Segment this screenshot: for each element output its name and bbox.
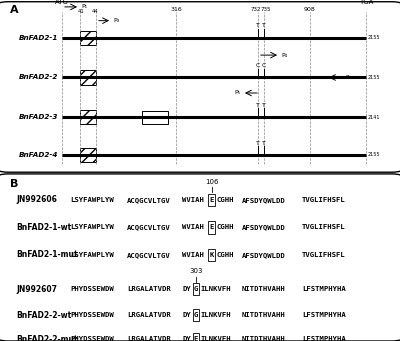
Text: E: E [210,224,214,231]
Text: 303: 303 [189,268,203,274]
Text: CGHH: CGHH [216,197,234,203]
Text: CGHH: CGHH [216,224,234,231]
Text: ACQGCVLTGV: ACQGCVLTGV [127,197,170,203]
Bar [192,283,200,295]
Text: BnFAD2-2-mut: BnFAD2-2-mut [16,335,78,341]
Text: A: A [10,5,19,15]
Text: G: G [194,312,198,318]
Text: DY: DY [182,312,191,318]
Text: P₅: P₅ [235,90,241,95]
FancyBboxPatch shape [0,2,400,172]
Text: G: G [194,286,198,292]
Bar [192,333,200,341]
Text: LFSTMPHYHA: LFSTMPHYHA [302,336,346,341]
Text: T: T [256,24,260,28]
Text: JN992607: JN992607 [16,285,57,294]
Text: LSYFAWPLYW: LSYFAWPLYW [70,224,114,231]
Text: P₄: P₄ [281,53,287,58]
Text: BnFAD2-1-mut: BnFAD2-1-mut [16,250,78,260]
Bar [80,31,96,45]
Text: P₂: P₂ [361,188,367,193]
Text: NITDTHVAHH: NITDTHVAHH [242,336,286,341]
Text: ATG: ATG [55,0,69,5]
Text: B: B [10,179,18,189]
Text: WVIAH: WVIAH [182,252,204,258]
Text: TVGLIFHSFL: TVGLIFHSFL [302,252,346,258]
Bar [208,221,215,234]
Text: BnFAD2-1: BnFAD2-1 [19,35,58,41]
Text: CGHH: CGHH [216,252,234,258]
Text: T: T [256,140,260,146]
Text: WVIAH: WVIAH [182,197,204,203]
Text: ACQGCVLTGV: ACQGCVLTGV [127,252,170,258]
Text: 316: 316 [170,7,182,12]
Text: LFSTMPHYHA: LFSTMPHYHA [302,286,346,292]
Text: E: E [210,197,214,203]
Text: 2155: 2155 [368,35,380,40]
Text: LSYFAWPLYW: LSYFAWPLYW [70,197,114,203]
FancyBboxPatch shape [0,174,400,341]
Bar [80,148,96,162]
Bar [142,110,168,123]
Text: LRGALATVDR: LRGALATVDR [127,336,170,341]
Text: 732: 732 [251,7,261,12]
Text: PHYDSSEWDW: PHYDSSEWDW [70,286,114,292]
Text: PHYDSSEWDW: PHYDSSEWDW [70,312,114,318]
Text: C: C [262,63,266,68]
Text: ILNKVFH: ILNKVFH [200,312,231,318]
Text: LSYFAWPLYW: LSYFAWPLYW [70,252,114,258]
Text: 41: 41 [78,9,84,14]
Text: AFSDYQWLDD: AFSDYQWLDD [242,224,286,231]
Text: LRGALATVDR: LRGALATVDR [127,312,170,318]
Bar [208,249,215,261]
Text: P₆: P₆ [345,75,351,80]
Text: BnFAD2-2: BnFAD2-2 [19,74,58,80]
Text: BnFAD2-4: BnFAD2-4 [19,152,58,158]
Text: K: K [210,252,214,258]
Bar [192,309,200,321]
Text: JN992606: JN992606 [16,195,57,204]
Text: TVGLIFHSFL: TVGLIFHSFL [302,224,346,231]
Text: P₁: P₁ [81,4,87,10]
Bar [80,70,96,85]
Text: NITDTHVAHH: NITDTHVAHH [242,286,286,292]
Text: LRGALATVDR: LRGALATVDR [127,286,170,292]
Text: NITDTHVAHH: NITDTHVAHH [242,312,286,318]
Text: TVGLIFHSFL: TVGLIFHSFL [302,197,346,203]
Text: ILNKVFH: ILNKVFH [200,286,231,292]
Text: T: T [262,140,266,146]
Text: T: T [262,103,266,108]
Text: PHYDSSEWDW: PHYDSSEWDW [70,336,114,341]
Text: BnFAD2-2-wt: BnFAD2-2-wt [16,311,71,320]
Text: 106: 106 [205,179,218,185]
Text: AFSDYQWLDD: AFSDYQWLDD [242,252,286,258]
Text: T: T [262,24,266,28]
Text: 2141: 2141 [368,115,380,120]
Text: 2155: 2155 [368,75,380,80]
Text: 735: 735 [261,7,271,12]
Bar [208,194,215,206]
Text: 44: 44 [92,9,98,14]
Text: ACQGCVLTGV: ACQGCVLTGV [127,224,170,231]
Text: T: T [256,103,260,108]
Text: DY: DY [182,336,191,341]
Text: P₃: P₃ [113,18,119,23]
Text: TGA: TGA [359,0,373,5]
Text: WVIAH: WVIAH [182,224,204,231]
Text: AFSDYQWLDD: AFSDYQWLDD [242,197,286,203]
Text: ILNKVFH: ILNKVFH [200,336,231,341]
Text: C: C [256,63,260,68]
Bar [80,110,96,124]
Text: 908: 908 [304,7,316,12]
Text: E: E [194,336,198,341]
Text: 2155: 2155 [368,152,380,158]
Text: BnFAD2-3: BnFAD2-3 [19,114,58,120]
Text: BnFAD2-1-wt: BnFAD2-1-wt [16,223,71,232]
Text: LFSTMPHYHA: LFSTMPHYHA [302,312,346,318]
Text: DY: DY [182,286,191,292]
